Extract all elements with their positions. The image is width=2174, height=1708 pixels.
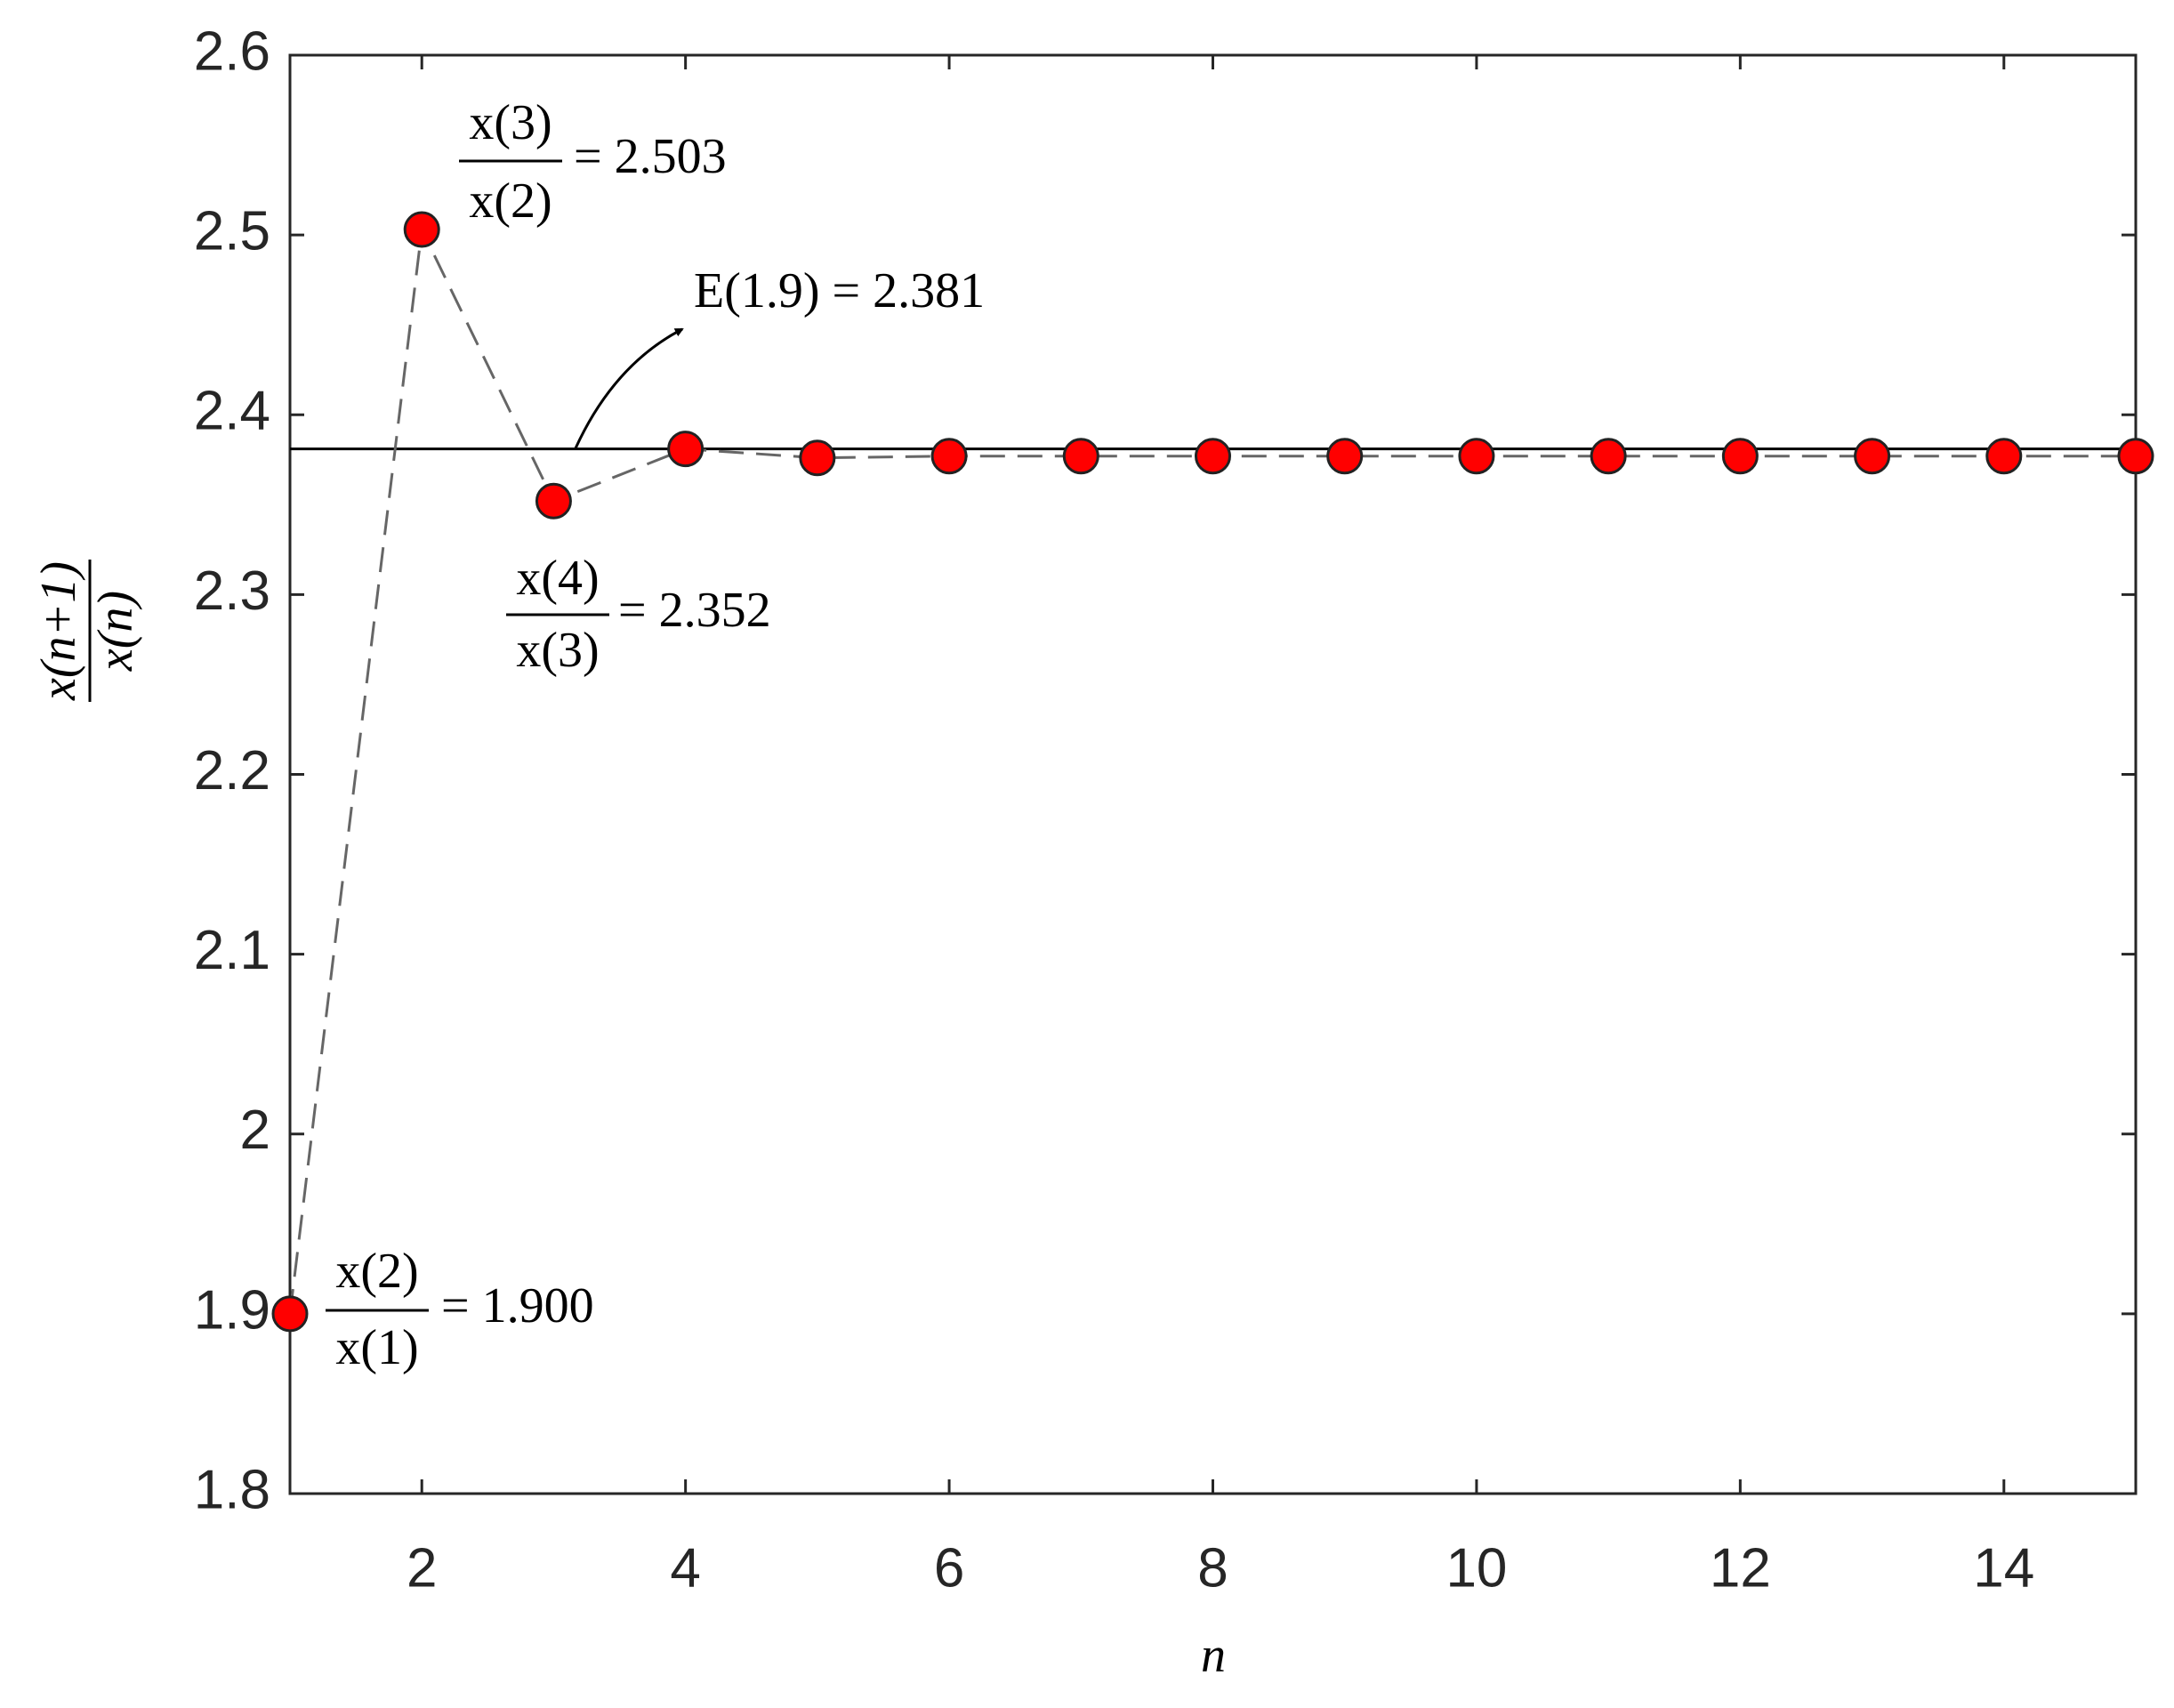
annotation-denominator: x(1)	[335, 1320, 418, 1375]
annotation-text: E(1.9) = 2.381	[694, 263, 985, 318]
data-point	[2117, 438, 2154, 475]
annotation-denominator: x(3)	[516, 623, 599, 678]
y-tick-label: 1.9	[194, 1279, 270, 1341]
x-tick-label: 12	[1710, 1537, 1771, 1599]
y-tick-label: 2.6	[194, 20, 270, 82]
y-tick-label: 2.1	[194, 920, 270, 981]
data-point	[799, 439, 836, 477]
y-tick-label: 2.3	[194, 560, 270, 622]
annotation-numerator: x(3)	[469, 95, 552, 150]
data-point	[1721, 438, 1759, 475]
x-tick-label: 10	[1445, 1537, 1507, 1599]
y-tick-label: 2.2	[194, 740, 270, 802]
data-point	[667, 431, 705, 468]
data-point	[1195, 438, 1231, 475]
x-tick-label: 2	[407, 1537, 437, 1599]
x-tick-label: 8	[1197, 1537, 1228, 1599]
plot-frame	[288, 53, 2138, 1495]
data-point	[271, 1295, 309, 1333]
y-tick-label: 1.8	[194, 1459, 270, 1520]
y-label-numerator: x(n+1)	[31, 561, 86, 701]
data-point	[1985, 438, 2023, 475]
x-tick-label: 6	[934, 1537, 964, 1599]
data-point	[403, 211, 440, 248]
y-tick-label: 2.4	[194, 381, 270, 442]
annotation-denominator: x(2)	[469, 173, 552, 229]
annotation-value: = 2.503	[574, 129, 727, 184]
data-point	[535, 482, 572, 520]
data-point	[1458, 438, 1495, 475]
data-point	[1590, 438, 1627, 475]
annotation-arrow	[574, 327, 684, 449]
data-point	[1062, 438, 1099, 475]
x-axis-label: n	[1201, 1628, 1226, 1683]
series-line	[288, 224, 2136, 1315]
x-tick-label: 4	[670, 1537, 700, 1599]
annotation-value: = 2.352	[618, 583, 771, 638]
y-label-denominator: x(n)	[88, 591, 143, 672]
data-point	[1326, 438, 1364, 475]
annotation-numerator: x(2)	[335, 1244, 418, 1299]
data-point	[930, 438, 968, 475]
x-tick-label: 14	[1973, 1537, 2034, 1599]
y-axis-label: x(n+1) x(n)	[31, 560, 143, 702]
y-tick-label: 2.5	[194, 201, 270, 262]
annotation-numerator: x(4)	[516, 551, 599, 606]
annotation-value: = 1.900	[441, 1278, 594, 1333]
y-tick-label: 2	[240, 1100, 270, 1161]
data-point	[1854, 438, 1891, 475]
